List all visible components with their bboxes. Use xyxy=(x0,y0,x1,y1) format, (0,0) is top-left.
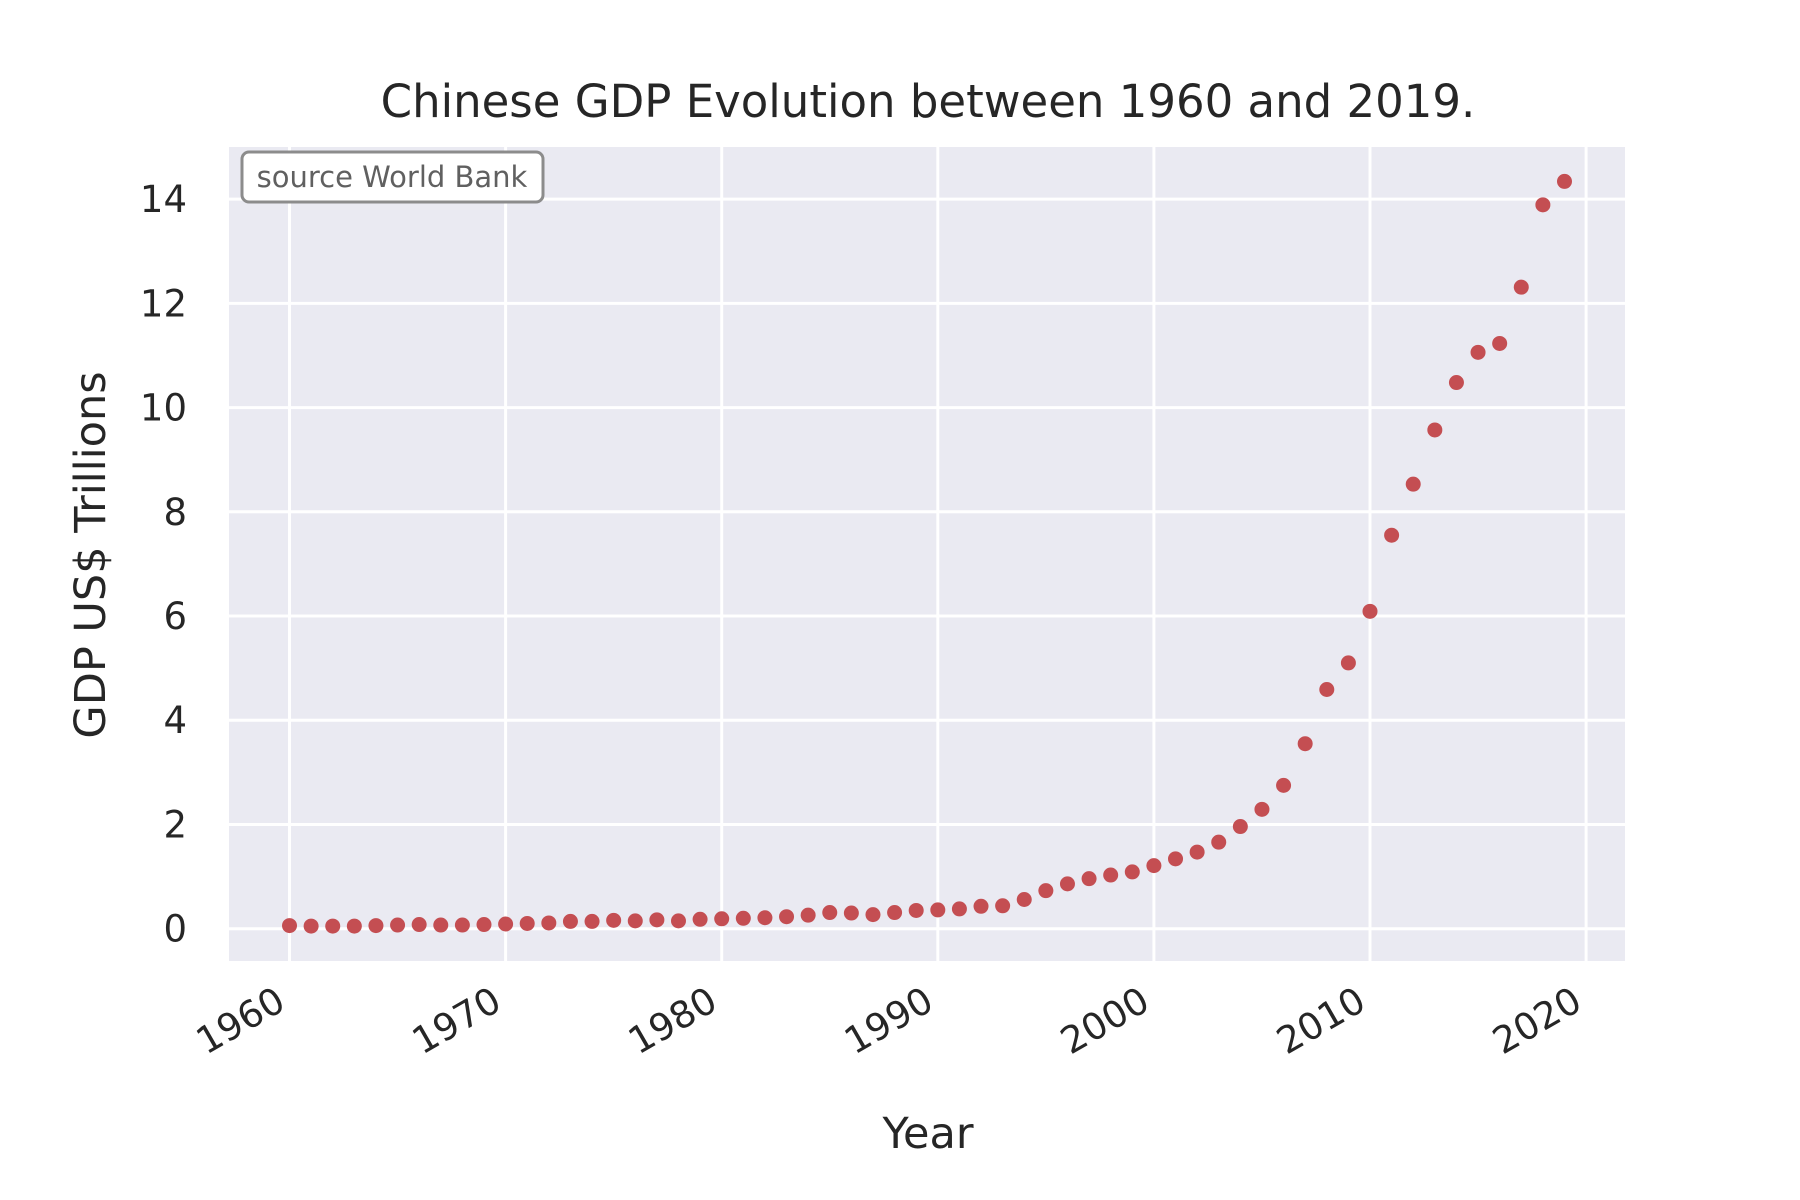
data-point xyxy=(1124,864,1140,880)
data-point xyxy=(800,907,816,923)
data-point xyxy=(1384,527,1400,543)
data-point xyxy=(1189,844,1205,860)
data-point xyxy=(584,913,600,929)
source-annotation: source World Bank xyxy=(240,150,545,204)
data-point xyxy=(303,918,319,934)
y-tick-label: 8 xyxy=(163,491,187,534)
data-point xyxy=(1103,867,1119,883)
data-point xyxy=(1276,777,1292,793)
data-point xyxy=(1211,834,1227,850)
y-tick-label: 4 xyxy=(163,699,187,742)
data-point xyxy=(1362,603,1378,619)
data-point xyxy=(1059,876,1075,892)
data-point xyxy=(930,902,946,918)
data-point xyxy=(346,918,362,934)
data-point xyxy=(670,913,686,929)
data-point xyxy=(1492,335,1508,351)
data-point xyxy=(1405,476,1421,492)
x-tick-label: 2020 xyxy=(1486,979,1589,1063)
data-point xyxy=(843,905,859,921)
source-annotation-text: source World Bank xyxy=(257,160,528,194)
x-tick-label: 1960 xyxy=(189,979,292,1063)
data-point xyxy=(1016,892,1032,908)
data-point xyxy=(692,911,708,927)
data-point xyxy=(1038,883,1054,899)
data-point xyxy=(908,902,924,918)
y-tick-labels: 0 2 4 6 8 10 12 14 xyxy=(140,178,187,951)
data-point xyxy=(757,910,773,926)
data-point xyxy=(1513,279,1529,295)
grid-lines xyxy=(229,147,1625,961)
x-tick-label: 2000 xyxy=(1053,979,1156,1063)
y-tick-label: 2 xyxy=(163,803,187,846)
data-point xyxy=(325,918,341,934)
data-point xyxy=(498,916,514,932)
data-point xyxy=(1254,801,1270,817)
chart-title: Chinese GDP Evolution between 1960 and 2… xyxy=(381,75,1476,128)
data-point xyxy=(1470,344,1486,360)
data-point xyxy=(433,917,449,933)
data-point xyxy=(562,913,578,929)
data-point xyxy=(1319,681,1335,697)
y-tick-label: 10 xyxy=(140,387,187,430)
data-point xyxy=(973,898,989,914)
data-point xyxy=(1232,819,1248,835)
data-point xyxy=(995,898,1011,914)
y-axis-label: GDP US$ Trillions xyxy=(66,371,116,738)
data-point xyxy=(779,909,795,925)
data-point xyxy=(649,912,665,928)
source-annotation-box xyxy=(240,150,545,204)
data-point xyxy=(606,912,622,928)
x-axis-label: Year xyxy=(881,1109,973,1159)
data-point xyxy=(1427,422,1443,438)
x-tick-label: 1980 xyxy=(621,979,724,1063)
data-point xyxy=(519,915,535,931)
data-point xyxy=(1081,871,1097,887)
data-point xyxy=(1168,851,1184,867)
data-point xyxy=(627,913,643,929)
data-point xyxy=(411,917,427,933)
data-point xyxy=(476,917,492,933)
data-point xyxy=(368,918,384,934)
y-tick-label: 6 xyxy=(163,595,187,638)
data-point xyxy=(714,911,730,927)
x-tick-label: 1970 xyxy=(405,979,508,1063)
data-points xyxy=(282,173,1572,934)
data-point xyxy=(1297,736,1313,752)
y-tick-label: 12 xyxy=(140,282,187,325)
data-point xyxy=(541,915,557,931)
data-point xyxy=(735,910,751,926)
data-point xyxy=(1556,173,1572,189)
plot-area xyxy=(229,147,1625,961)
data-point xyxy=(1535,197,1551,213)
data-point xyxy=(865,907,881,923)
data-point xyxy=(1448,375,1464,391)
data-point xyxy=(454,917,470,933)
data-point xyxy=(822,905,838,921)
data-point xyxy=(390,917,406,933)
y-tick-label: 14 xyxy=(140,178,187,221)
y-tick-label: 0 xyxy=(163,908,187,951)
data-point xyxy=(1340,655,1356,671)
data-point xyxy=(282,918,298,934)
x-tick-label: 2010 xyxy=(1269,979,1372,1063)
x-tick-label: 1990 xyxy=(837,979,940,1063)
data-point xyxy=(951,901,967,917)
data-point xyxy=(1146,858,1162,874)
x-tick-labels: 1960 1970 1980 1990 2000 2010 2020 xyxy=(189,979,1589,1063)
data-point xyxy=(887,905,903,921)
